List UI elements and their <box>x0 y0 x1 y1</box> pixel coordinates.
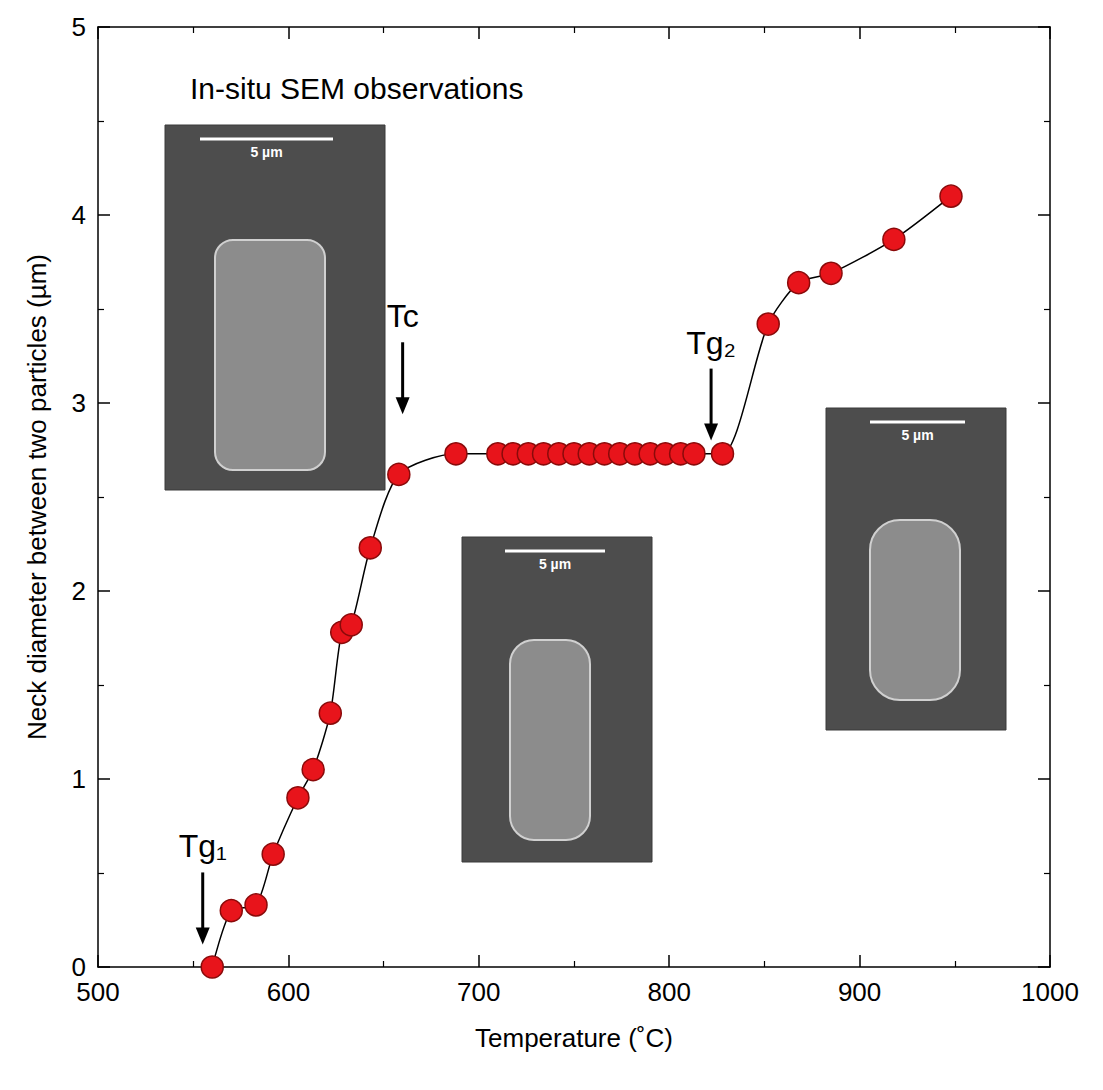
svg-text:5 µm: 5 µm <box>539 556 571 572</box>
svg-text:Temperature (˚C): Temperature (˚C) <box>475 1023 673 1053</box>
svg-text:Neck diameter between two part: Neck diameter between two particles (µm) <box>22 254 52 740</box>
svg-text:2: 2 <box>72 576 86 606</box>
svg-text:Tc: Tc <box>387 298 419 334</box>
svg-text:1000: 1000 <box>1021 977 1079 1007</box>
svg-text:Tg₂: Tg₂ <box>686 325 736 361</box>
svg-text:900: 900 <box>838 977 881 1007</box>
svg-text:5 µm: 5 µm <box>901 427 933 443</box>
svg-text:700: 700 <box>457 977 500 1007</box>
svg-text:Tg₁: Tg₁ <box>179 828 227 864</box>
svg-text:5 µm: 5 µm <box>250 144 282 160</box>
svg-text:800: 800 <box>648 977 691 1007</box>
svg-text:0: 0 <box>71 952 86 982</box>
svg-text:3: 3 <box>72 388 86 418</box>
svg-text:600: 600 <box>267 977 310 1007</box>
svg-text:5: 5 <box>72 12 86 42</box>
svg-text:1: 1 <box>72 764 86 794</box>
svg-text:4: 4 <box>72 200 86 230</box>
svg-text:In-situ SEM observations: In-situ SEM observations <box>190 72 523 105</box>
svg-text:500: 500 <box>76 977 119 1007</box>
